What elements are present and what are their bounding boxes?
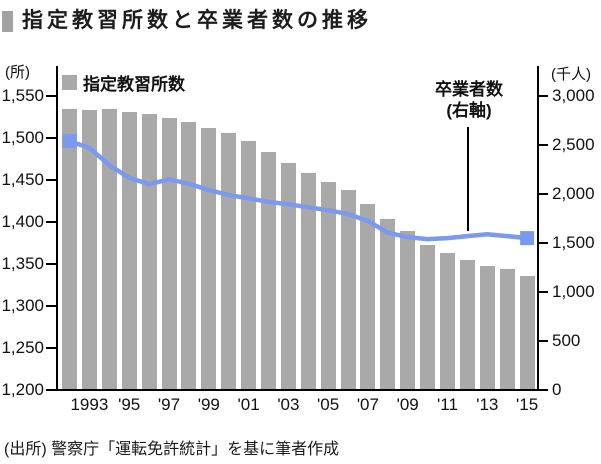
bar-2009	[400, 231, 416, 390]
left-tick-label-1300: 1,300	[1, 296, 44, 315]
right-axis-line	[537, 66, 539, 391]
bar-1993	[81, 110, 97, 390]
bar-1997	[161, 117, 177, 390]
left-tick-label-1550: 1,550	[1, 86, 44, 105]
x-tick-label-1997: '97	[157, 395, 181, 414]
x-tick-label-2007: '07	[356, 395, 379, 414]
right-tick-mark	[537, 291, 548, 293]
bar-1996	[141, 113, 157, 390]
right-tick-mark	[537, 193, 548, 195]
right-tick-label-500: 500	[552, 331, 581, 350]
x-tick-label-2013: '13	[476, 395, 499, 414]
annotation-line2: (右軸)	[446, 101, 492, 120]
left-tick-label-1450: 1,450	[1, 170, 44, 189]
x-tick-label-1999: '99	[197, 395, 220, 414]
left-tick-label-1500: 1,500	[1, 128, 44, 147]
x-tick-label-1993: 1993	[70, 395, 109, 414]
left-tick-mark	[46, 305, 57, 307]
legend-bar-swatch	[62, 75, 77, 90]
x-tick-label-2003: '03	[277, 395, 300, 414]
bar-2008	[380, 218, 396, 390]
legend: 指定教習所数	[62, 70, 185, 95]
legend-bar-label: 指定教習所数	[83, 75, 185, 94]
bar-2006	[340, 190, 356, 390]
line-end-marker	[520, 231, 535, 246]
figure-title: 指定教習所数と卒業者数の推移	[22, 9, 372, 32]
bar-2003	[280, 163, 296, 390]
right-tick-mark	[537, 95, 548, 97]
left-tick-label-1400: 1,400	[1, 212, 44, 231]
bar-1999	[201, 127, 217, 390]
right-tick-mark	[537, 389, 548, 391]
bar-1992	[62, 109, 77, 390]
bar-2010	[420, 244, 436, 390]
right-tick-label-2500: 2,500	[552, 135, 595, 154]
bar-2007	[360, 203, 376, 390]
x-tick-label-1995: '95	[118, 395, 141, 414]
chart-area: (所) (千人) 1,550 1,500 1,450 1,400 1,350 1,300 1…	[1, 64, 595, 414]
right-tick-label-3000: 3,000	[552, 86, 595, 105]
bar-2013	[479, 265, 495, 390]
left-axis-unit: (所)	[5, 64, 30, 81]
bar-2001	[241, 141, 257, 390]
right-tick-mark	[537, 144, 548, 146]
right-tick-mark	[537, 242, 548, 244]
x-tick-label-2005: '05	[317, 395, 340, 414]
right-tick-label-1000: 1,000	[552, 282, 595, 301]
annotation-pointer-line	[467, 127, 469, 231]
left-tick-mark	[46, 221, 57, 223]
bottom-axis-line	[56, 389, 539, 391]
left-tick-mark	[46, 347, 57, 349]
x-tick-label-2015: '15	[516, 395, 539, 414]
left-tick-mark	[46, 137, 57, 139]
left-tick-label-1350: 1,350	[1, 254, 44, 273]
right-tick-mark	[537, 340, 548, 342]
title-bullet-square	[2, 11, 13, 32]
left-tick-mark	[46, 263, 57, 265]
bar-2000	[221, 133, 237, 390]
x-tick-label-2009: '09	[396, 395, 419, 414]
left-tick-mark	[46, 389, 57, 391]
bar-1994	[101, 109, 117, 390]
annotation-line1: 卒業者数	[435, 80, 503, 99]
x-tick-label-2011: '11	[437, 395, 458, 414]
x-tick-label-2001: '01	[237, 395, 260, 414]
bar-2011	[440, 253, 455, 390]
graduates-line	[67, 138, 530, 242]
bar-2015	[519, 275, 535, 390]
figure-title-row: 指定教習所数と卒業者数の推移	[2, 8, 372, 34]
bar-2004	[300, 173, 316, 390]
left-tick-label-1250: 1,250	[1, 338, 44, 357]
right-axis-unit: (千人)	[551, 66, 591, 83]
bar-2002	[261, 152, 276, 390]
left-tick-label-1200: 1,200	[1, 380, 44, 399]
right-tick-label-0: 0	[552, 380, 562, 399]
right-tick-label-1500: 1,500	[552, 233, 595, 252]
bar-2014	[499, 269, 515, 390]
bar-1998	[181, 122, 197, 390]
left-tick-mark	[46, 179, 57, 181]
bar-2012	[459, 259, 475, 390]
left-axis-line	[56, 66, 58, 391]
bar-1995	[121, 112, 137, 390]
left-tick-mark	[46, 95, 57, 97]
bar-2005	[320, 181, 336, 390]
source-note: (出所) 警察庁「運転免許統計」を基に筆者作成	[4, 441, 340, 458]
graduates-annotation: 卒業者数 (右軸)	[409, 79, 529, 121]
right-tick-label-2000: 2,000	[552, 184, 595, 203]
